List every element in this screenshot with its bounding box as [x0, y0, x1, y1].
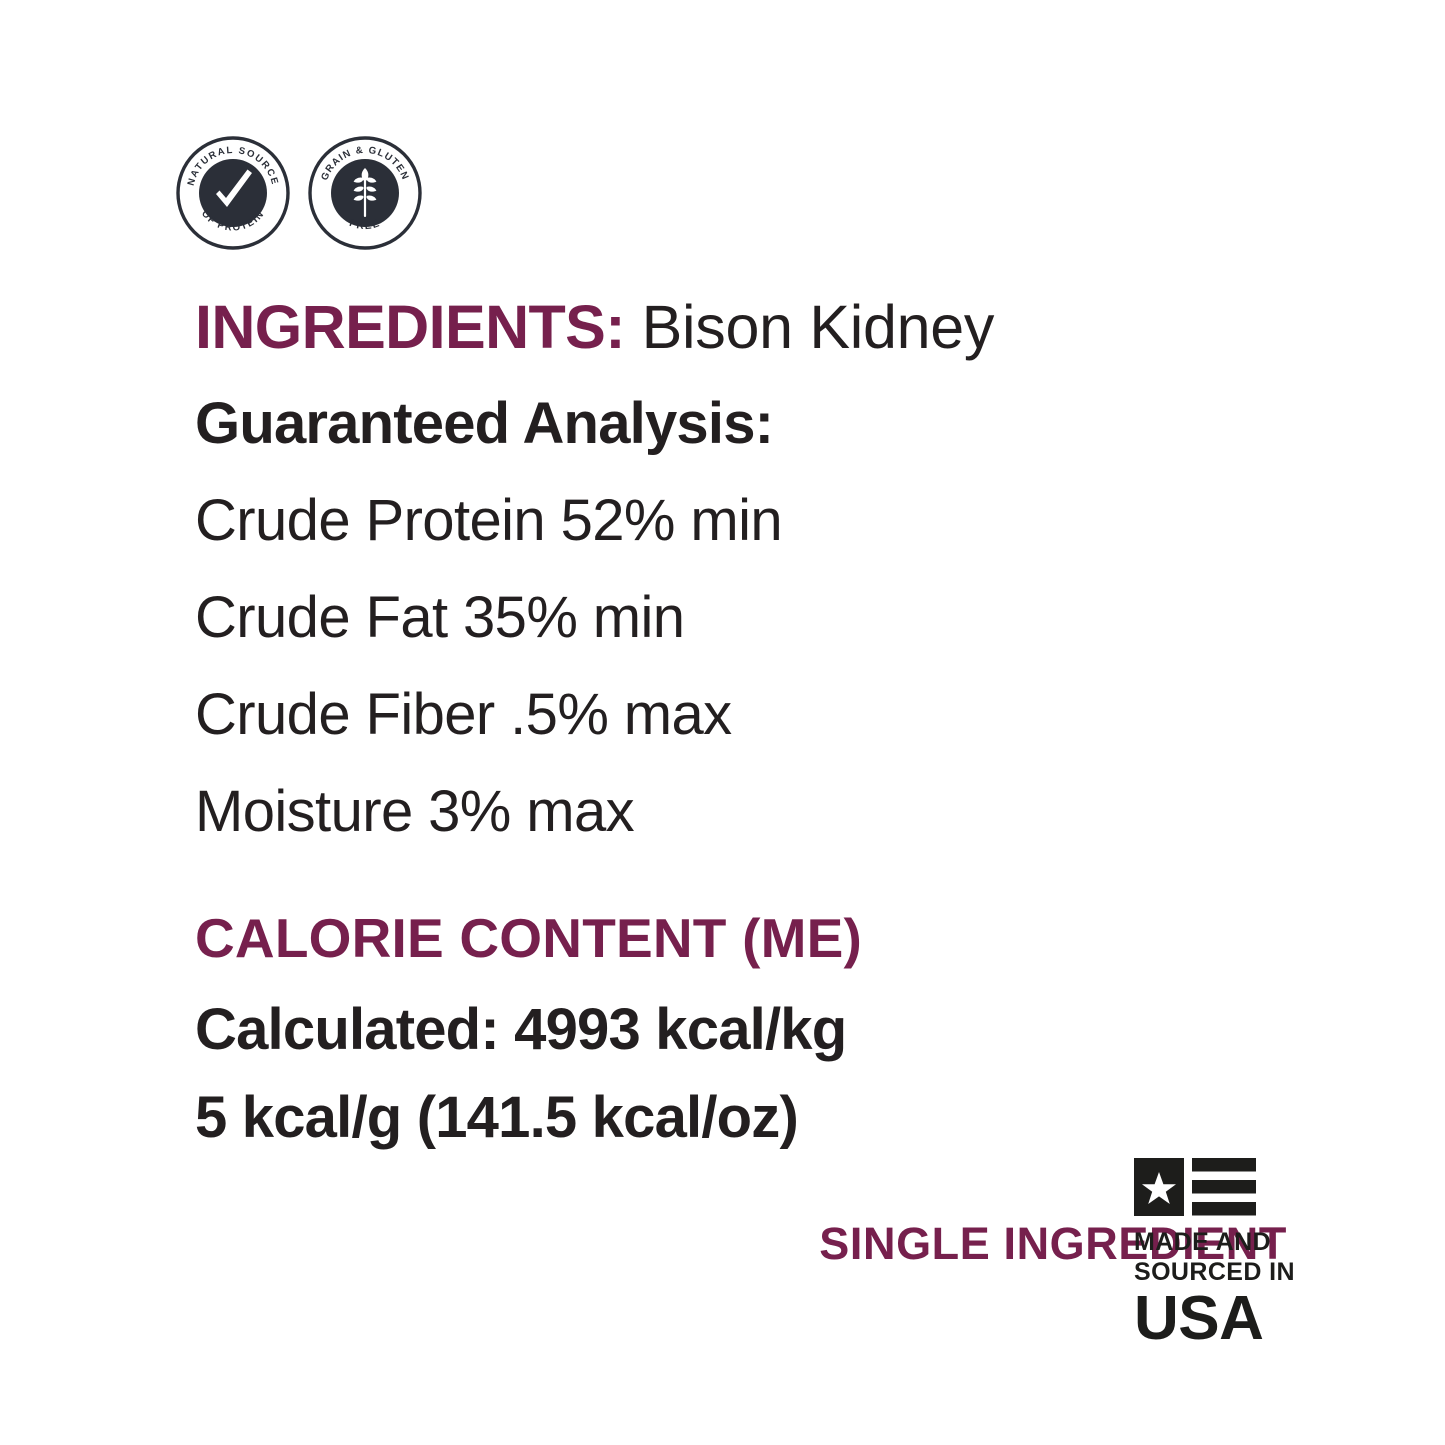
label-footer: SINGLE INGREDIENT MADE AND SOURCED IN US…	[0, 1150, 1445, 1351]
sourced-in-label: SOURCED IN	[1134, 1258, 1295, 1286]
usa-label: USA	[1134, 1284, 1264, 1353]
badge-natural-source-of-protein: NATURAL SOURCE OF PROTEIN	[176, 136, 290, 250]
ingredients-value: Bison Kidney	[641, 293, 995, 361]
made-in-usa-badge: MADE AND SOURCED IN USA	[1134, 1158, 1295, 1353]
badge-grain-and-gluten-free: GRAIN & GLUTEN FREE	[308, 136, 422, 250]
check-icon	[216, 169, 252, 207]
wheat-icon	[353, 168, 377, 217]
usa-flag-icon	[1134, 1158, 1256, 1216]
guaranteed-analysis-heading: Guaranteed Analysis:	[195, 391, 774, 456]
certification-badges: NATURAL SOURCE OF PROTEIN	[176, 136, 422, 250]
ingredients-label: INGREDIENTS:	[195, 293, 626, 361]
calorie-line-per-gram: 5 kcal/g (141.5 kcal/oz)	[195, 1085, 799, 1150]
analysis-row-crude-fat: Crude Fat 35% min	[195, 585, 685, 650]
badge-outer-ring	[308, 136, 422, 250]
analysis-row-moisture: Moisture 3% max	[195, 779, 635, 844]
badge-outer-ring	[176, 136, 290, 250]
calorie-content-heading: CALORIE CONTENT (ME)	[195, 907, 863, 969]
ingredients-line: INGREDIENTS: Bison Kidney	[195, 288, 1315, 366]
calorie-line-per-kg: Calculated: 4993 kcal/kg	[195, 997, 847, 1062]
made-and-label: MADE AND	[1134, 1228, 1271, 1256]
analysis-row-crude-fiber: Crude Fiber .5% max	[195, 682, 732, 747]
analysis-row-crude-protein: Crude Protein 52% min	[195, 488, 783, 553]
single-ingredient-tagline: SINGLE INGREDIENT	[819, 1218, 1287, 1269]
label-content: INGREDIENTS: Bison Kidney Guaranteed Ana…	[195, 288, 1315, 1162]
